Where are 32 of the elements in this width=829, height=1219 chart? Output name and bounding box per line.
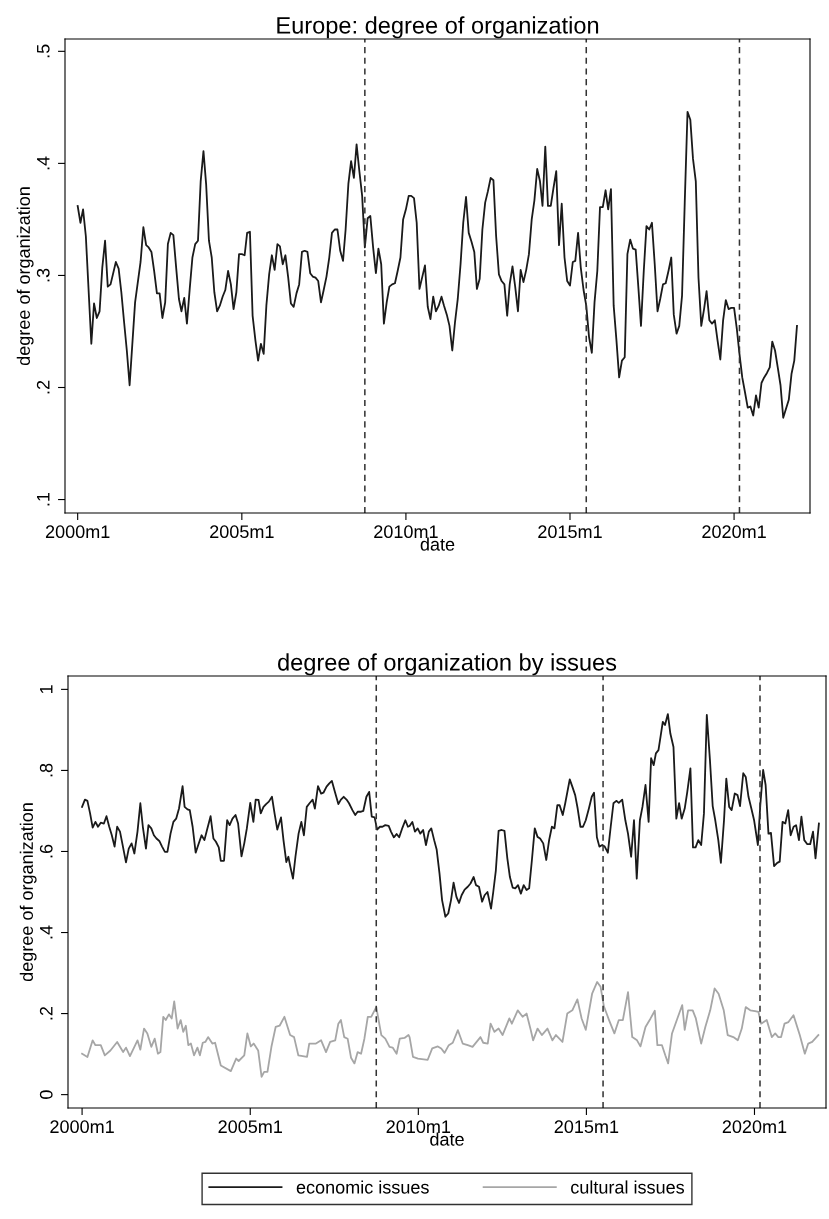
y-tick-label: .4 (37, 156, 50, 170)
y-tick-label: .2 (39, 1006, 53, 1020)
legend-label: economic issues (296, 1180, 429, 1194)
x-tick-label: 2010m1 (374, 525, 438, 539)
chart-title: degree of organization by issues (278, 653, 617, 676)
y-tick-label: .1 (37, 492, 50, 506)
x-tick-label: 2005m1 (210, 525, 274, 539)
y-axis-title: degree of organization (16, 187, 34, 366)
y-tick-label: .2 (36, 380, 50, 394)
x-tick-label: 2000m1 (50, 1120, 114, 1134)
line-series (76, 110, 798, 419)
y-tick-label: .3 (36, 268, 50, 282)
x-tick-label: 2020m1 (722, 1120, 787, 1134)
y-tick-label: .8 (39, 763, 53, 777)
y-tick-label: .4 (40, 925, 53, 939)
y-tick-label: 1 (40, 685, 53, 694)
x-tick-label: 2005m1 (218, 1120, 282, 1134)
y-axis-title: degree of organization (19, 803, 37, 982)
x-tick-label: 2015m1 (538, 525, 602, 539)
x-tick-label: 2015m1 (554, 1120, 619, 1134)
x-tick-label: 2010m1 (386, 1120, 451, 1134)
line-series (81, 713, 820, 918)
x-axis-title: date (420, 537, 455, 551)
chart-title: Europe: degree of organization (277, 16, 599, 39)
y-tick-label: .5 (37, 44, 50, 58)
line-series (81, 981, 820, 1078)
y-tick-label: .6 (39, 844, 53, 858)
y-tick-label: 0 (39, 1090, 53, 1099)
x-axis-title: date (430, 1132, 464, 1146)
x-tick-label: 2000m1 (45, 525, 110, 539)
legend-label: cultural issues (571, 1180, 685, 1194)
x-tick-label: 2020m1 (702, 525, 766, 539)
